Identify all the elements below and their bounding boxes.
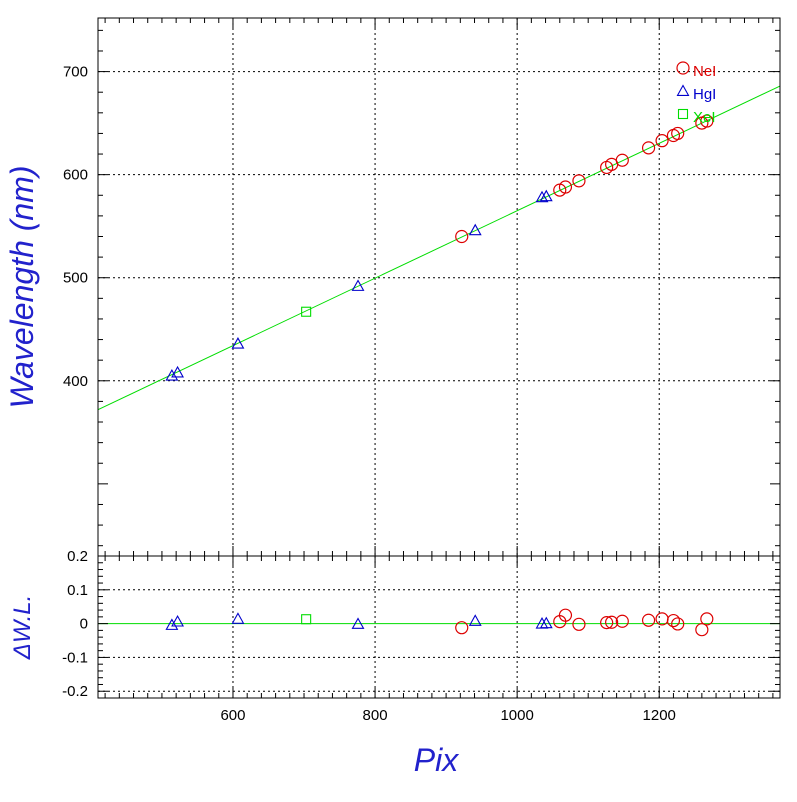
hgi-point bbox=[539, 189, 553, 202]
x-axis-label: Pix bbox=[414, 742, 459, 778]
nei-residual-point bbox=[671, 617, 685, 631]
hgi-residual-point bbox=[468, 614, 482, 626]
nei-point bbox=[671, 126, 685, 141]
nei-legend-marker bbox=[676, 61, 690, 75]
residual-y-tick-label: 0.2 bbox=[67, 548, 88, 565]
main-data-points bbox=[165, 114, 714, 381]
tick-labels: 600 800 1000 1200 400 500 600 700 -0.2 -0.1 0 0.1 0.… bbox=[62, 64, 676, 724]
hgi-point bbox=[468, 223, 482, 236]
xei-residual-point bbox=[301, 614, 312, 625]
xei-point bbox=[301, 306, 312, 317]
hgi-residual-point bbox=[351, 617, 365, 629]
nei-legend-label: NeI bbox=[693, 63, 716, 80]
legend: NeI HgI XeI bbox=[676, 61, 716, 126]
nei-residual-point bbox=[615, 614, 629, 628]
nei-residual-point bbox=[572, 617, 586, 631]
hgi-point bbox=[171, 365, 185, 378]
nei-point bbox=[641, 141, 656, 155]
y-axis-label: Wavelength (nm) bbox=[4, 165, 40, 408]
xei-legend-label: XeI bbox=[693, 109, 716, 126]
x-tick-label: 1000 bbox=[500, 707, 533, 724]
x-tick-label: 600 bbox=[220, 707, 245, 724]
xei-legend-marker bbox=[677, 108, 689, 120]
fit-lines bbox=[97, 85, 781, 625]
hgi-residual-point bbox=[171, 614, 185, 627]
residual-gridlines bbox=[98, 556, 780, 698]
y-tick-label: 500 bbox=[63, 270, 88, 287]
plot-frames bbox=[97, 17, 781, 699]
nei-point bbox=[572, 174, 586, 188]
nei-point bbox=[700, 114, 714, 128]
tick-marks bbox=[98, 18, 780, 699]
y-tick-label: 400 bbox=[63, 373, 88, 390]
main-plot-frame bbox=[97, 17, 781, 557]
nei-point bbox=[655, 134, 669, 148]
fit-line bbox=[97, 85, 781, 411]
residual-y-tick-label: -0.1 bbox=[62, 649, 88, 666]
nei-point bbox=[615, 153, 629, 167]
nei-residual-point bbox=[695, 623, 709, 637]
hgi-point bbox=[351, 279, 365, 291]
hgi-point bbox=[535, 190, 549, 203]
nei-point bbox=[558, 180, 573, 194]
hgi-point bbox=[165, 369, 179, 381]
hgi-legend-marker bbox=[676, 84, 690, 96]
hgi-point bbox=[231, 337, 245, 349]
nei-residual-point bbox=[666, 613, 681, 628]
x-tick-label: 800 bbox=[363, 707, 388, 724]
residual-plot-frame bbox=[97, 555, 781, 699]
residual-y-tick-label: 0.1 bbox=[67, 582, 88, 599]
nei-residual-point bbox=[455, 621, 469, 635]
residual-y-tick-label: 0 bbox=[80, 616, 88, 633]
residual-y-axis-label: ΔW.L. bbox=[9, 595, 36, 661]
nei-residual-point bbox=[605, 615, 619, 629]
nei-point bbox=[455, 229, 469, 244]
main-gridlines bbox=[98, 18, 780, 556]
residual-data-points bbox=[165, 608, 714, 637]
hgi-residual-point bbox=[231, 612, 245, 624]
y-tick-label: 600 bbox=[63, 167, 88, 184]
nei-residual-point bbox=[558, 608, 573, 622]
x-tick-label: 1200 bbox=[643, 707, 676, 724]
nei-residual-point bbox=[655, 612, 669, 626]
hgi-residual-point bbox=[165, 618, 179, 630]
nei-residual-point bbox=[600, 616, 614, 630]
hgi-legend-label: HgI bbox=[693, 86, 716, 103]
residual-y-tick-label: -0.2 bbox=[62, 683, 88, 700]
y-tick-label: 700 bbox=[63, 64, 88, 81]
hgi-residual-point bbox=[539, 616, 553, 629]
nei-residual-point bbox=[641, 613, 656, 627]
nei-residual-point bbox=[700, 612, 714, 626]
